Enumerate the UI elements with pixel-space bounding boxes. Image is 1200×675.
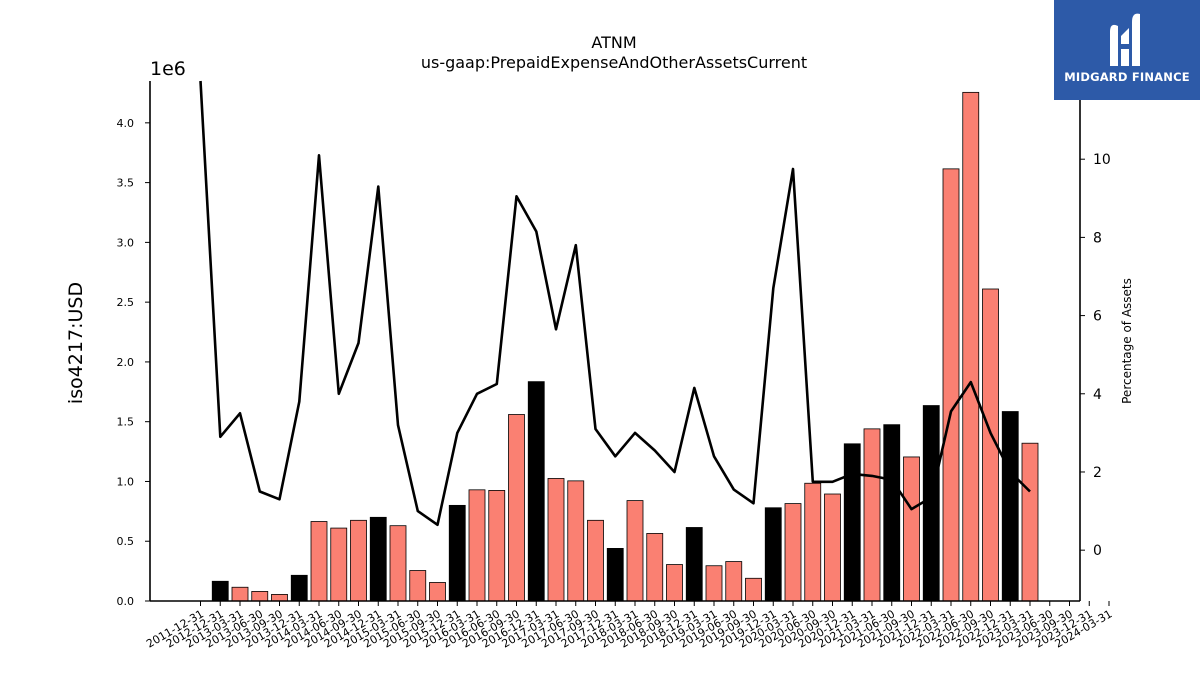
midgard-logo-icon bbox=[1110, 13, 1140, 66]
bar bbox=[646, 533, 664, 602]
chart-subtitle: us-gaap:PrepaidExpenseAndOtherAssetsCurr… bbox=[421, 53, 807, 72]
bar bbox=[488, 490, 506, 602]
y-tick-label: 1.5 bbox=[117, 416, 135, 429]
bar bbox=[330, 527, 348, 602]
bar bbox=[350, 519, 367, 602]
bar bbox=[804, 482, 822, 602]
bar bbox=[1021, 442, 1039, 602]
bar bbox=[824, 493, 841, 602]
y2-tick-label: 10 bbox=[1093, 152, 1111, 168]
bar bbox=[705, 565, 723, 602]
bar bbox=[369, 516, 387, 602]
y2-tick-label: 2 bbox=[1093, 465, 1102, 481]
bar bbox=[903, 456, 920, 602]
bar bbox=[843, 443, 861, 602]
bar bbox=[527, 381, 545, 602]
bar bbox=[685, 527, 703, 602]
bar bbox=[508, 414, 525, 602]
y2-tick-label: 8 bbox=[1093, 230, 1102, 246]
bar bbox=[231, 586, 249, 602]
y2-tick-label: 0 bbox=[1093, 543, 1102, 559]
bar bbox=[290, 574, 308, 602]
y-tick-label: 4.0 bbox=[117, 117, 135, 130]
bar bbox=[251, 591, 269, 602]
y-tick-label: 0.5 bbox=[117, 535, 135, 548]
axes-layer: 0.00.51.01.52.02.53.03.54.002468102011-1… bbox=[117, 81, 1115, 651]
y-tick-label: 2.0 bbox=[117, 356, 135, 369]
percent-line bbox=[199, 80, 1031, 527]
bar bbox=[745, 577, 762, 602]
bars-layer bbox=[211, 91, 1039, 602]
bar bbox=[409, 570, 427, 602]
bar bbox=[468, 489, 486, 602]
bar bbox=[784, 503, 802, 602]
bar bbox=[547, 478, 565, 602]
y-tick-label: 3.5 bbox=[117, 177, 135, 190]
y-tick-label: 0.0 bbox=[117, 595, 135, 608]
bar bbox=[883, 424, 901, 602]
bar bbox=[942, 168, 960, 602]
y-tick-label: 1.0 bbox=[117, 475, 135, 488]
bar bbox=[922, 405, 940, 602]
bar bbox=[271, 594, 288, 602]
bar bbox=[626, 500, 644, 602]
y2-tick-label: 6 bbox=[1093, 309, 1102, 325]
bar bbox=[606, 548, 624, 602]
chart-title: ATNM bbox=[591, 33, 636, 52]
bar bbox=[429, 582, 446, 602]
bar bbox=[764, 507, 782, 602]
line-layer bbox=[199, 80, 1031, 527]
bar bbox=[1001, 411, 1019, 602]
bar bbox=[587, 519, 604, 602]
y2-tick-label: 4 bbox=[1093, 387, 1102, 403]
y-tick-label: 2.5 bbox=[117, 296, 135, 309]
brand-name: MIDGARD FINANCE bbox=[1064, 70, 1190, 84]
bar bbox=[448, 504, 466, 602]
bar bbox=[310, 521, 328, 602]
bar bbox=[389, 525, 407, 602]
bar bbox=[725, 561, 743, 602]
bar bbox=[666, 564, 683, 602]
y-axis-label: iso4217:USD bbox=[65, 282, 87, 404]
bar bbox=[211, 580, 229, 602]
bar bbox=[567, 480, 585, 602]
bar bbox=[962, 91, 980, 602]
brand-logo: MIDGARD FINANCE bbox=[1054, 0, 1200, 100]
bar bbox=[863, 428, 881, 602]
y-tick-label: 3.0 bbox=[117, 236, 135, 249]
y-multiplier-label: 1e6 bbox=[150, 58, 186, 80]
y2-axis-label: Percentage of Assets bbox=[1120, 278, 1134, 404]
